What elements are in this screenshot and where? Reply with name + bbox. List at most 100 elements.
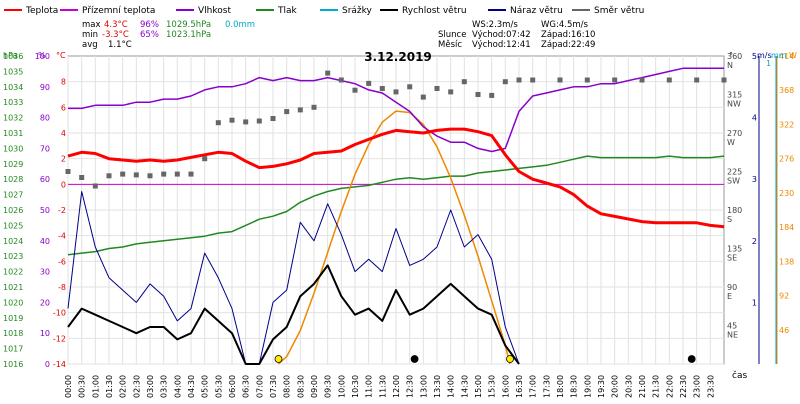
- stat-min-press: 1023.1hPa: [166, 30, 211, 40]
- humidity-tick-label: 90: [40, 83, 50, 92]
- series-slune-n-z-en-: [277, 110, 511, 365]
- solar-tick-label: 230: [779, 189, 794, 198]
- wind-direction-point: [79, 175, 85, 180]
- stat-min-temp: -3.3°C: [102, 30, 129, 40]
- direction-compass-label: N: [727, 61, 733, 70]
- pressure-tick-label: 1032: [3, 114, 23, 123]
- direction-compass-label: SW: [727, 177, 740, 186]
- wind-direction-point: [502, 79, 508, 85]
- wind-direction-point: [106, 173, 112, 179]
- pressure-tick-label: 1030: [3, 144, 23, 153]
- wind-direction-point: [188, 171, 194, 177]
- temp-tick-label: 8: [61, 78, 66, 87]
- wind-tick-label: 5: [752, 52, 757, 61]
- x-tick-label: 13:00: [419, 375, 428, 398]
- pressure-tick-label: 1019: [3, 314, 23, 323]
- chart-title: 3.12.2019: [364, 50, 432, 64]
- stat-max-press: 1029.5hPa: [166, 20, 211, 30]
- humidity-tick-label: 30: [40, 268, 50, 277]
- wind-direction-point: [639, 77, 645, 83]
- wind-direction-point: [434, 86, 440, 91]
- info-sunrise: Východ:07:42: [472, 30, 531, 40]
- wind-direction-point: [256, 118, 262, 124]
- info-moonset: Západ:22:49: [541, 40, 595, 50]
- pressure-tick-label: 1036: [3, 52, 23, 61]
- x-tick-label: 08:00: [283, 375, 292, 398]
- wind-direction-point: [461, 79, 467, 85]
- temp-tick-label: 6: [61, 103, 66, 112]
- temp-tick-label: -8: [58, 283, 66, 292]
- temp-tick-label: -2: [58, 206, 66, 215]
- wind-direction-point: [161, 171, 167, 177]
- x-tick-label: 12:30: [406, 375, 415, 398]
- humidity-tick-label: 60: [40, 175, 50, 184]
- wind-direction-point: [174, 171, 180, 177]
- stat-avg-label: avg: [82, 40, 98, 50]
- moonset-marker: [687, 355, 696, 363]
- wind-direction-point: [448, 89, 454, 95]
- wind-tick-label: 3: [752, 175, 757, 184]
- direction-tick-label: 45: [727, 322, 737, 331]
- wind-direction-point: [202, 156, 208, 162]
- x-tick-label: 03:00: [146, 375, 155, 398]
- sunset-marker: [506, 355, 514, 363]
- unit-pct: %: [38, 51, 46, 60]
- wind-direction-point: [489, 92, 495, 98]
- rain-tick-label: 1: [766, 59, 771, 68]
- pressure-tick-label: 1016: [3, 360, 23, 369]
- wind-direction-point: [694, 77, 700, 83]
- temp-tick-label: 0: [61, 180, 66, 189]
- stat-min-hum: 65%: [140, 30, 159, 40]
- x-tick-label: 18:00: [556, 375, 565, 398]
- x-tick-label: 00:00: [64, 375, 73, 398]
- direction-compass-label: E: [727, 292, 732, 301]
- grid: [67, 55, 725, 365]
- x-tick-label: 18:30: [570, 375, 579, 398]
- x-tick-label: 04:30: [187, 375, 196, 398]
- wind-direction-point: [420, 94, 426, 100]
- x-tick-label: 10:00: [337, 375, 346, 398]
- x-tick-label: 19:00: [583, 375, 592, 398]
- legend-label: Náraz větru: [510, 6, 563, 16]
- x-tick-label: 11:30: [378, 375, 387, 398]
- humidity-tick-label: 80: [40, 114, 50, 123]
- stat-max-temp: 4.3°C: [104, 20, 128, 30]
- x-tick-label: 05:00: [201, 375, 210, 398]
- wind-direction-point: [120, 171, 126, 177]
- x-tick-label: 17:00: [529, 375, 538, 398]
- unit-degc: °C: [56, 51, 66, 60]
- humidity-tick-label: 20: [40, 298, 50, 307]
- wind-tick-label: 2: [752, 237, 757, 246]
- pressure-tick-label: 1027: [3, 191, 23, 200]
- wind-direction-point: [557, 77, 563, 83]
- wind-direction-point: [721, 77, 727, 83]
- direction-compass-label: W: [727, 138, 735, 147]
- solar-tick-label: 46: [779, 326, 789, 335]
- x-tick-label: 23:30: [706, 375, 715, 398]
- axes: 00:00 00:30 01:00 01:30 02:00 02:30 03:00 03:30…: [3, 52, 794, 398]
- temp-tick-label: -14: [53, 360, 66, 369]
- wind-direction-point: [65, 169, 71, 174]
- x-tick-label: 01:30: [105, 375, 114, 398]
- wind-direction-point: [666, 77, 672, 83]
- direction-tick-label: 270: [727, 129, 742, 138]
- pressure-tick-label: 1031: [3, 129, 23, 138]
- legend-label: Tlak: [277, 6, 298, 16]
- wind-direction-point: [297, 107, 303, 113]
- direction-compass-label: SE: [727, 254, 737, 263]
- x-tick-label: 02:00: [119, 375, 128, 398]
- wind-direction-point: [338, 77, 344, 83]
- x-tick-label: 20:00: [611, 375, 620, 398]
- x-tick-label: 14:30: [460, 375, 469, 398]
- wind-tick-label: 4: [752, 114, 757, 123]
- pressure-tick-label: 1028: [3, 175, 23, 184]
- x-tick-label: 06:30: [242, 375, 251, 398]
- humidity-tick-label: 40: [40, 237, 50, 246]
- x-tick-label: 13:30: [433, 375, 442, 398]
- legend-label: Vlhkost: [198, 6, 231, 16]
- stat-min-label: min: [82, 30, 98, 40]
- wind-tick-label: 1: [752, 298, 757, 307]
- x-tick-label: 21:00: [638, 375, 647, 398]
